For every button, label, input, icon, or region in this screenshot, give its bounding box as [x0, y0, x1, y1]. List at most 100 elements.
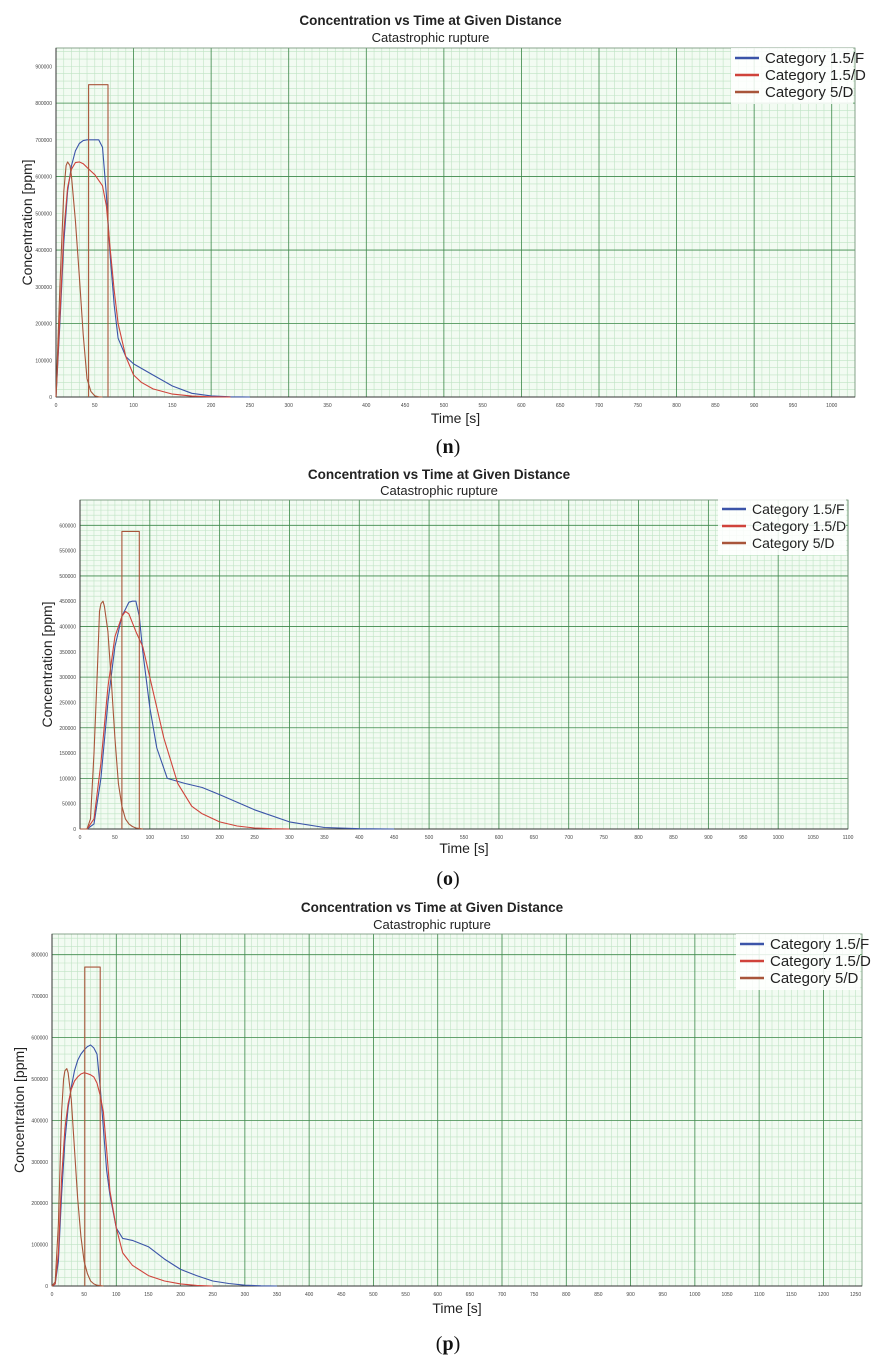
y-tick-label: 200000 [31, 1201, 48, 1207]
x-tick-label: 1250 [850, 1292, 861, 1298]
x-tick-label: 1050 [721, 1292, 732, 1298]
y-tick-label: 450000 [59, 599, 76, 605]
series-line-category-5-d [55, 161, 103, 398]
x-tick-label: 450 [337, 1292, 346, 1298]
series-line-category-1-5-d [51, 1072, 213, 1287]
y-tick-label: 550000 [59, 549, 76, 555]
x-tick-label: 750 [634, 403, 643, 409]
x-tick-label: 700 [565, 835, 574, 841]
y-axis-label: Concentration [ppm] [11, 1047, 27, 1173]
legend-item-label: Category 5/D [765, 84, 854, 101]
legend-item-label: Category 5/D [752, 535, 834, 551]
x-tick-label: 50 [112, 835, 118, 841]
y-tick-label: 100000 [35, 358, 52, 364]
y-tick-label: 800000 [31, 953, 48, 959]
y-tick-label: 700000 [35, 138, 52, 144]
y-tick-label: 300000 [35, 285, 52, 291]
x-tick-label: 200 [215, 835, 224, 841]
x-tick-label: 1000 [826, 403, 837, 409]
chart-title: Concentration vs Time at Given Distance [299, 13, 562, 28]
x-tick-label: 550 [401, 1292, 410, 1298]
series-line-category-5-d [51, 1068, 104, 1287]
y-tick-label: 0 [49, 395, 52, 401]
x-tick-label: 500 [369, 1292, 378, 1298]
x-tick-label: 650 [530, 835, 539, 841]
x-tick-label: 850 [669, 835, 678, 841]
x-tick-label: 550 [460, 835, 469, 841]
series-line-category-1-5-f [55, 139, 250, 398]
y-tick-label: 600000 [59, 523, 76, 529]
x-tick-label: 150 [181, 835, 190, 841]
y-tick-label: 400000 [35, 248, 52, 254]
x-tick-label: 100 [146, 835, 155, 841]
legend-item-label: Category 1.5/F [765, 50, 864, 67]
y-tick-label: 800000 [35, 101, 52, 107]
x-tick-label: 950 [789, 403, 798, 409]
y-tick-label: 400000 [59, 625, 76, 631]
x-tick-label: 1050 [808, 835, 819, 841]
x-tick-label: 600 [517, 403, 526, 409]
y-tick-label: 300000 [59, 675, 76, 681]
x-axis-label: Time [s] [439, 840, 488, 856]
x-tick-label: 150 [168, 403, 177, 409]
chart-svg-o: 0 50 100 150 200 250 300 350 400 450 500 550 600 650 7… [39, 467, 854, 856]
x-tick-label: 950 [659, 1292, 668, 1298]
x-tick-label: 200 [207, 403, 216, 409]
y-tick-label: 500000 [35, 211, 52, 217]
y-tick-label: 700000 [31, 994, 48, 1000]
y-tick-label: 500000 [59, 574, 76, 580]
chart-panel-p: 0 50 100 150 200 250 300 350 400 450 500 550 600 650 7… [0, 900, 896, 1369]
x-tick-label: 350 [273, 1292, 282, 1298]
major-grid [55, 48, 855, 398]
x-tick-label: 450 [401, 403, 410, 409]
x-tick-label: 600 [434, 1292, 443, 1298]
x-axis-label: Time [s] [432, 1300, 481, 1316]
x-tick-label: 300 [285, 835, 294, 841]
x-tick-label: 50 [92, 403, 98, 409]
x-tick-label: 50 [81, 1292, 87, 1298]
y-tick-label: 600000 [35, 175, 52, 181]
y-tick-label: 300000 [31, 1160, 48, 1166]
x-tick-label: 950 [739, 835, 748, 841]
x-tick-label: 0 [79, 835, 82, 841]
x-tick-label: 1200 [818, 1292, 829, 1298]
x-tick-label: 900 [626, 1292, 635, 1298]
x-tick-label: 800 [634, 835, 643, 841]
x-tick-label: 150 [144, 1292, 153, 1298]
legend-item-label: Category 1.5/F [770, 936, 869, 953]
plot-area [56, 48, 855, 397]
x-tick-label: 100 [112, 1292, 121, 1298]
legend-item-label: Category 1.5/D [765, 67, 866, 84]
x-tick-label: 800 [672, 403, 681, 409]
x-tick-label: 850 [594, 1292, 603, 1298]
x-tick-label: 850 [711, 403, 720, 409]
x-tick-label: 250 [250, 835, 259, 841]
series-line-category-1-5-f [80, 600, 395, 830]
x-tick-label: 800 [562, 1292, 571, 1298]
x-tick-label: 0 [55, 403, 58, 409]
y-tick-label: 200000 [59, 726, 76, 732]
x-tick-label: 0 [51, 1292, 54, 1298]
x-tick-label: 400 [305, 1292, 314, 1298]
x-tick-label: 1000 [689, 1292, 700, 1298]
x-tick-label: 200 [176, 1292, 185, 1298]
y-tick-label: 250000 [59, 700, 76, 706]
x-tick-label: 350 [320, 835, 329, 841]
y-tick-label: 350000 [59, 650, 76, 656]
x-tick-label: 750 [599, 835, 608, 841]
y-tick-label: 100000 [59, 776, 76, 782]
x-tick-label: 600 [495, 835, 504, 841]
series-line-category-5-d [80, 600, 143, 830]
x-axis-label: Time [s] [431, 410, 480, 426]
x-tick-label: 500 [440, 403, 449, 409]
x-tick-label: 400 [355, 835, 364, 841]
x-tick-label: 750 [530, 1292, 539, 1298]
y-axis-label: Concentration [ppm] [39, 601, 55, 727]
chart-panel-o: 0 50 100 150 200 250 300 350 400 450 500 550 600 650 7… [0, 464, 896, 900]
chart-subtitle: Catastrophic rupture [372, 30, 490, 45]
chart-title: Concentration vs Time at Given Distance [308, 467, 571, 482]
chart-subtitle: Catastrophic rupture [380, 483, 498, 498]
y-tick-label: 0 [73, 827, 76, 833]
